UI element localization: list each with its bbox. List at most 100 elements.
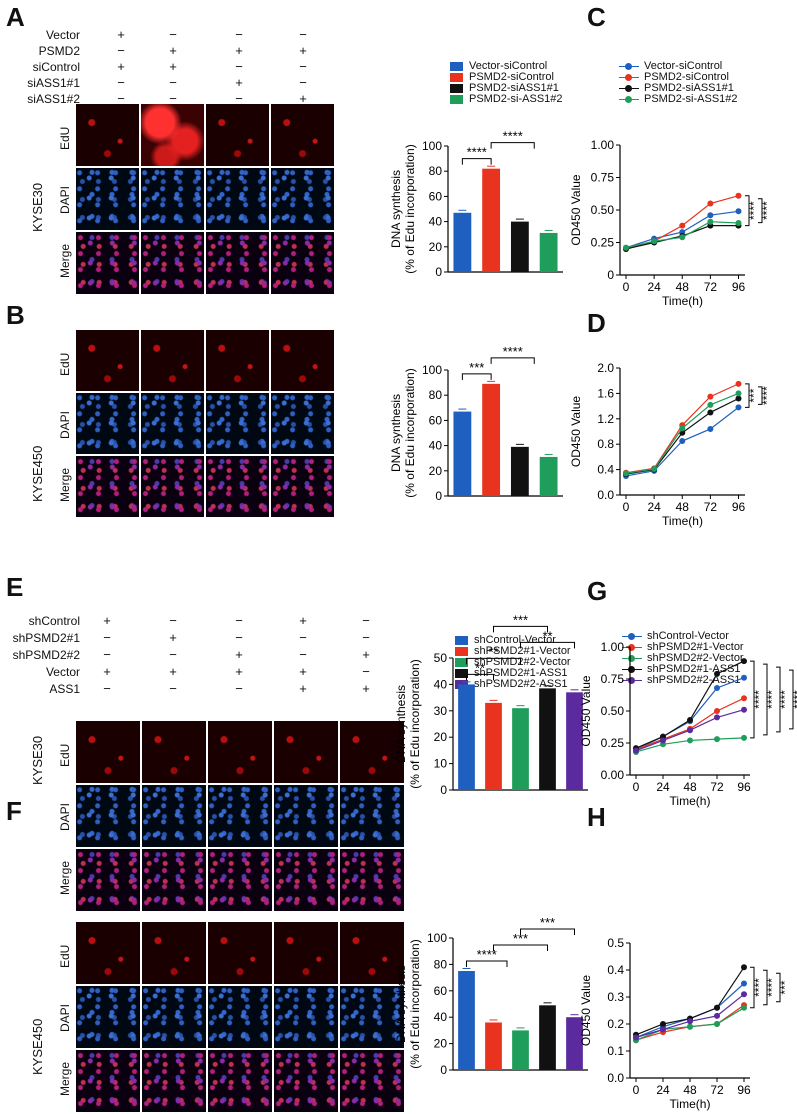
- y-axis-subtitle: (% of Edu incorporation): [403, 144, 417, 273]
- legend-label: PSMD2-siControl: [469, 71, 554, 83]
- significance-label: ****: [760, 201, 774, 220]
- x-tick-label: 48: [683, 1083, 697, 1097]
- x-tick-label: 96: [732, 500, 746, 514]
- micrograph-merge: [76, 456, 141, 519]
- micrograph-edu: [274, 721, 340, 785]
- condition-sign: +: [299, 613, 307, 628]
- micrograph-edu: [271, 104, 336, 168]
- significance-bracket: [466, 673, 494, 681]
- condition-sign: −: [169, 27, 177, 42]
- micrograph-dapi: [76, 168, 141, 232]
- y-tick-label: 0.4: [597, 463, 614, 477]
- legend-dot: [625, 74, 632, 81]
- y-tick-label: 1.00: [601, 640, 625, 654]
- data-point: [679, 425, 686, 432]
- legend-label: shPSMD2#1-ASS1: [474, 667, 568, 679]
- data-point: [741, 658, 747, 665]
- micrograph-edu: [340, 721, 406, 785]
- condition-sign: −: [299, 59, 307, 74]
- legend-label: shPSMD2#2-Vector: [647, 652, 744, 664]
- data-point: [741, 980, 747, 987]
- panel-label-h: H: [587, 802, 606, 832]
- data-point: [707, 212, 714, 219]
- significance-label: ***: [513, 931, 528, 946]
- condition-sign: +: [117, 27, 125, 42]
- x-tick-label: 24: [647, 500, 661, 514]
- condition-label: siASS1#2: [27, 92, 80, 106]
- data-point: [651, 465, 658, 472]
- significance-bracket: [750, 660, 755, 739]
- data-point: [687, 727, 693, 734]
- bar: [485, 702, 502, 790]
- legend-dot: [625, 85, 632, 92]
- y-tick-label: 40: [429, 439, 443, 453]
- x-tick-label: 96: [732, 280, 746, 294]
- condition-sign: −: [169, 681, 177, 696]
- data-point: [679, 234, 686, 241]
- data-point: [679, 222, 686, 229]
- data-point: [707, 425, 714, 432]
- legend-label: Vector-siControl: [469, 60, 548, 72]
- panel-label-a: A: [6, 2, 25, 32]
- legend-swatch: [450, 73, 463, 82]
- micrograph-dapi: [206, 393, 271, 456]
- bar: [458, 684, 475, 790]
- legend-label: shControl-Vector: [647, 630, 729, 642]
- condition-sign: −: [117, 43, 125, 58]
- condition-sign: +: [362, 681, 370, 696]
- significance-label: **: [542, 628, 552, 643]
- micrograph-dapi: [208, 986, 274, 1050]
- condition-sign: +: [169, 630, 177, 645]
- condition-sign: +: [169, 59, 177, 74]
- significance-label: ****: [467, 145, 487, 160]
- significance-bracket: [745, 195, 750, 227]
- data-point: [735, 208, 742, 215]
- legend-label: PSMD2-siASS1#1: [644, 82, 734, 94]
- condition-sign: −: [169, 613, 177, 628]
- legend-dot: [628, 633, 635, 640]
- legend-label: PSMD2-si-ASS1#2: [469, 93, 563, 105]
- legend-swatch: [450, 62, 463, 71]
- significance-bracket: [763, 969, 768, 1006]
- data-point: [714, 1012, 720, 1019]
- bar: [510, 221, 529, 272]
- condition-sign: −: [299, 27, 307, 42]
- y-tick-label: 0.50: [591, 203, 615, 217]
- condition-sign: −: [235, 681, 243, 696]
- legend-label: Vector-siControl: [644, 60, 723, 72]
- micrograph-edu: [271, 330, 336, 393]
- micrograph-edu: [141, 104, 206, 168]
- significance-bracket: [520, 928, 575, 935]
- panel-label-c: C: [587, 2, 606, 32]
- significance-label: ****: [778, 690, 792, 709]
- condition-sign: −: [103, 630, 111, 645]
- significance-label: ****: [747, 201, 761, 220]
- y-tick-label: 0: [440, 1063, 447, 1077]
- y-axis-title: OD450 Value: [579, 675, 593, 746]
- y-tick-label: 0.4: [607, 963, 624, 977]
- data-point: [623, 470, 629, 477]
- micrograph-dapi: [76, 986, 142, 1050]
- condition-sign: +: [299, 664, 307, 679]
- condition-sign: +: [299, 681, 307, 696]
- micrograph-edu: [76, 721, 142, 785]
- micrograph-dapi: [141, 168, 206, 232]
- y-tick-label: 1.00: [591, 138, 615, 152]
- significance-label: ***: [540, 915, 555, 930]
- legend-swatch: [455, 669, 468, 678]
- data-point: [633, 747, 639, 754]
- y-tick-label: 1.2: [597, 412, 614, 426]
- y-tick-label: 0.5: [607, 936, 624, 950]
- condition-sign: −: [362, 630, 370, 645]
- significance-label: **: [488, 644, 498, 659]
- bar: [482, 383, 501, 496]
- significance-label: ****: [765, 978, 779, 997]
- data-point: [714, 708, 720, 714]
- condition-sign: −: [169, 647, 177, 662]
- data-point: [741, 991, 747, 998]
- significance-bracket: [745, 383, 750, 408]
- data-point: [741, 1004, 747, 1011]
- micrograph-edu: [206, 104, 271, 168]
- data-point: [741, 734, 747, 741]
